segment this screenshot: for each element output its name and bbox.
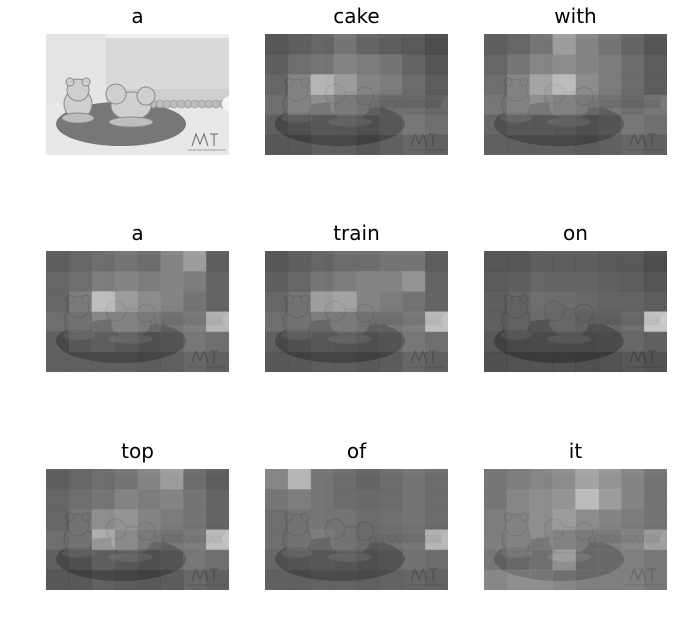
panel-title: on: [563, 221, 588, 245]
original-image: [46, 34, 229, 155]
panel-title: of: [346, 439, 367, 463]
attention-map-image: [265, 469, 448, 590]
panel-title: it: [568, 439, 583, 463]
panel-title: cake: [333, 4, 380, 28]
attention-map-image: [484, 34, 667, 155]
attention-map-image: [484, 251, 667, 372]
panel-title: top: [121, 439, 154, 463]
attention-map-image: [46, 251, 229, 372]
panel-title: with: [554, 4, 597, 28]
panel-title: a: [131, 4, 144, 28]
attention-map-image: [484, 469, 667, 590]
panel-title: train: [333, 221, 380, 245]
attention-map-image: [46, 469, 229, 590]
attention-map-image: [265, 251, 448, 372]
panel-title: a: [131, 221, 144, 245]
attention-map-image: [265, 34, 448, 155]
